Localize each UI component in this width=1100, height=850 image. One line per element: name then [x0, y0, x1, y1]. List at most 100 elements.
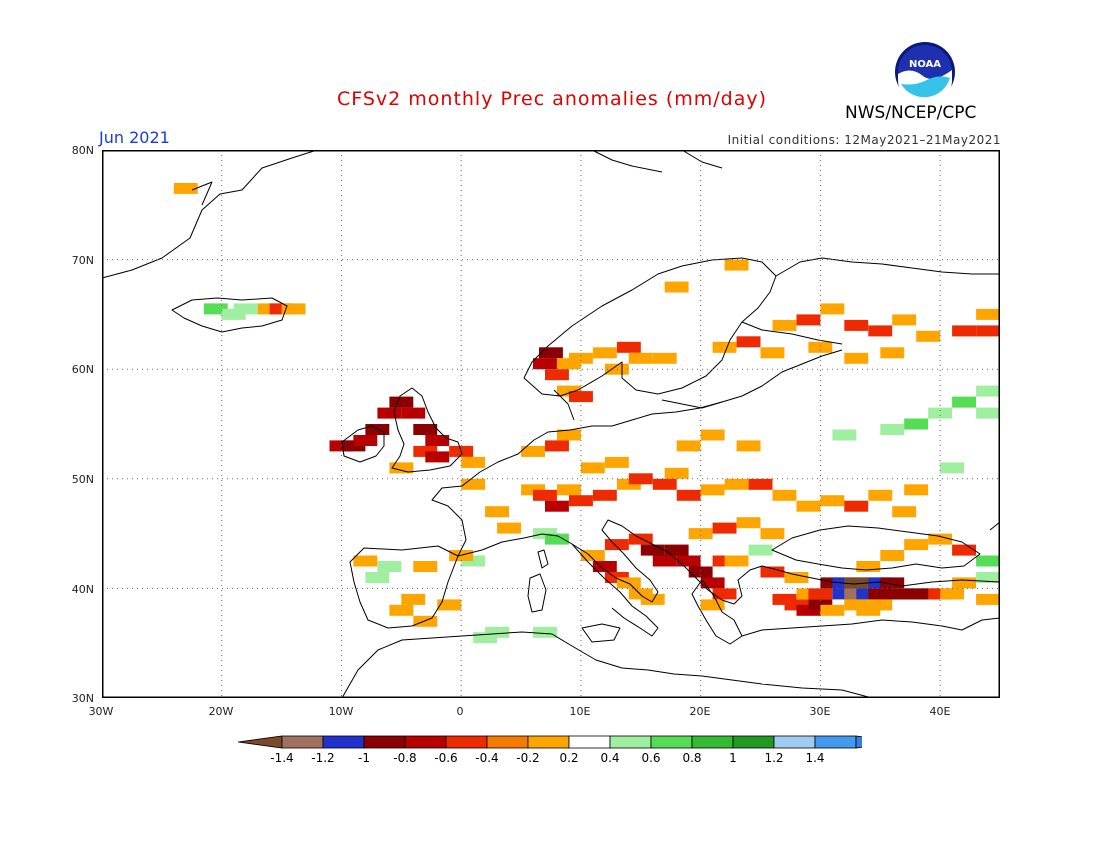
anomaly-cell — [976, 593, 1000, 605]
anomaly-cell — [557, 358, 581, 370]
noaa-logo-icon: NOAA — [895, 42, 955, 104]
anomaly-cell — [880, 347, 905, 359]
anomaly-cell — [461, 456, 486, 468]
anomaly-cell — [808, 588, 833, 600]
lon-tick-10e: 10E — [569, 705, 591, 718]
anomaly-cell — [736, 440, 761, 452]
lat-tick-50n: 50N — [71, 473, 94, 486]
anomaly-cell — [736, 336, 761, 348]
anomaly-cell — [868, 577, 893, 589]
anomaly-cell — [533, 528, 557, 540]
anomaly-cell — [928, 407, 953, 419]
anomaly-cell — [844, 577, 869, 589]
colorbar — [238, 735, 862, 749]
anomaly-cell — [461, 555, 486, 567]
anomaly-cell — [892, 506, 917, 518]
anomaly-cell — [976, 325, 1000, 337]
anomaly-cell — [604, 572, 629, 583]
anomaly-cell — [425, 451, 450, 463]
anomaly-cell — [604, 363, 629, 375]
anomaly-cell — [461, 478, 486, 490]
colorbar-label: 0.6 — [641, 751, 661, 765]
anomaly-cell — [976, 308, 1000, 320]
colorbar-label: 0.4 — [600, 751, 620, 765]
anomaly-cell — [437, 599, 462, 611]
anomaly-cell — [389, 604, 414, 616]
anomaly-cell — [868, 588, 893, 600]
colorbar-label: 1.4 — [805, 751, 825, 765]
anomaly-cell — [389, 396, 414, 408]
anomaly-cell — [784, 599, 809, 611]
lon-tick-30w: 30W — [88, 705, 114, 718]
lon-tick-20w: 20W — [208, 705, 234, 718]
anomaly-cell — [688, 528, 713, 540]
colorbar-segment — [568, 735, 611, 749]
month-label: Jun 2021 — [99, 128, 170, 147]
anomaly-cell — [976, 407, 1000, 419]
anomaly-cell — [557, 484, 581, 496]
anomaly-cell — [569, 352, 593, 364]
anomaly-cell — [916, 588, 941, 600]
colorbar-segment — [486, 735, 529, 749]
anomaly-cell — [772, 319, 797, 331]
anomaly-cell — [844, 319, 869, 331]
colorbar-label: 1.2 — [764, 751, 784, 765]
anomaly-cell — [856, 604, 881, 616]
anomaly-cell — [233, 303, 258, 315]
anomaly-cell — [952, 577, 976, 589]
colorbar-segment — [363, 735, 406, 749]
colorbar-segment — [855, 735, 862, 749]
anomaly-cell — [545, 440, 569, 452]
anomaly-cell — [724, 478, 749, 490]
anomaly-cell — [676, 555, 701, 567]
colorbar-segment — [814, 735, 857, 749]
map-frame — [102, 150, 1000, 698]
anomaly-cell — [976, 385, 1000, 397]
anomaly-cell — [580, 462, 605, 474]
anomaly-cell — [413, 424, 438, 435]
lon-tick-40e: 40E — [929, 705, 951, 718]
anomaly-cell — [700, 484, 725, 496]
anomaly-cell — [820, 577, 845, 589]
anomaly-cell — [557, 385, 581, 397]
anomaly-cell — [628, 533, 653, 545]
anomaly-cell — [748, 544, 773, 556]
colorbar-segment — [609, 735, 652, 749]
anomaly-cell — [545, 369, 569, 381]
anomaly-cell — [628, 352, 653, 364]
anomaly-cell — [868, 325, 893, 337]
colorbar-segment — [691, 735, 734, 749]
anomaly-cell — [844, 599, 869, 611]
anomaly-cell — [640, 544, 665, 556]
anomaly-cell — [580, 550, 605, 561]
anomaly-cell — [856, 561, 881, 572]
anomaly-cell — [712, 341, 737, 353]
anomaly-cell — [533, 358, 557, 370]
anomaly-cell — [880, 577, 905, 589]
anomaly-cell — [796, 314, 821, 326]
anomaly-cell — [712, 555, 737, 567]
colorbar-label: -1.2 — [311, 751, 335, 765]
anomaly-cell — [808, 599, 833, 611]
anomaly-cell — [533, 626, 557, 638]
anomaly-cell — [772, 593, 797, 605]
anomaly-cell — [868, 489, 893, 501]
anomaly-cell — [712, 588, 737, 600]
anomaly-cell — [377, 407, 402, 419]
anomaly-cell — [616, 341, 641, 353]
anomaly-cell — [521, 445, 545, 457]
logo-text: NOAA — [909, 59, 941, 70]
anomaly-cell — [353, 555, 378, 567]
colorbar-label: -0.4 — [475, 751, 499, 765]
anomaly-cell — [700, 577, 725, 589]
anomaly-cell — [365, 572, 390, 583]
anomaly-cell — [664, 281, 689, 293]
anomaly-cell — [365, 424, 390, 435]
colorbar-label: -0.6 — [434, 751, 458, 765]
colorbar-label: -0.8 — [393, 751, 417, 765]
anomaly-cell — [616, 577, 641, 589]
colorbar-label: 0.2 — [559, 751, 579, 765]
lat-tick-60n: 60N — [71, 363, 94, 376]
lon-tick-20e: 20E — [689, 705, 711, 718]
anomaly-cell — [401, 407, 426, 419]
